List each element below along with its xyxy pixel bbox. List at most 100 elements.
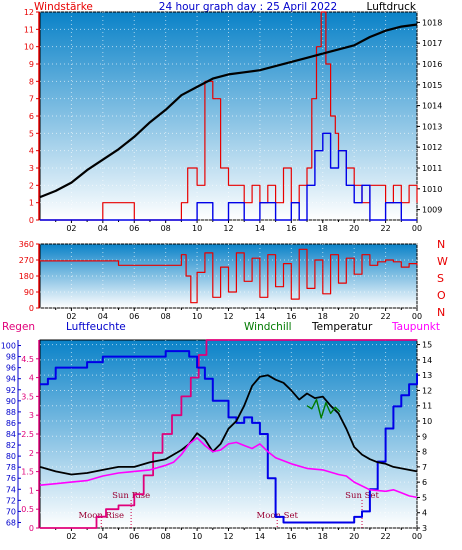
dir-xtick-label: 04 [98, 312, 108, 321]
dir-xtick-label: 10 [192, 312, 202, 321]
temp-right-tick-label: 8 [422, 448, 427, 457]
pressure-right-tick-label: 1016 [422, 60, 442, 69]
legend-luftfeuchte: Luftfeuchte [66, 321, 126, 333]
humidity-tick-label: 90 [6, 397, 16, 406]
temp-right-tick-label: 12 [422, 386, 432, 395]
wind-xtick-label: 22 [380, 224, 390, 233]
climate-xtick-label: 10 [192, 532, 202, 541]
temperature-series [39, 374, 418, 476]
wind-direction-chart: 0 90 180 270 360 02 04 06 08 10 12 14 16 18 20 22 00 [19, 240, 422, 321]
pressure-right-tick-label: 1015 [422, 81, 442, 90]
rain-series [40, 339, 417, 529]
wind-left-tick-label: 9 [29, 60, 34, 69]
legend-windchill: Windchill [244, 321, 292, 333]
rain-tick-label: 4.5 [21, 355, 34, 364]
rain-tick-label: 3 [29, 411, 34, 420]
windchill-series [306, 398, 341, 419]
dir-xtick-label: 20 [349, 312, 359, 321]
wind-left-tick-label: 6 [29, 112, 34, 121]
temp-right-tick-label: 6 [422, 478, 427, 487]
humidity-tick-label: 100 [1, 342, 16, 351]
rain-tick-label: 2 [29, 449, 34, 458]
rain-tick-label: 0 [29, 524, 34, 533]
humidity-tick-label: 84 [6, 430, 16, 439]
wind-left-tick-label: 3 [29, 164, 34, 173]
pressure-right-tick-label: 1018 [422, 18, 442, 27]
humidity-tick-label: 86 [6, 419, 16, 428]
dir-xtick-label: 18 [318, 312, 328, 321]
pressure-right-tick-label: 1011 [422, 164, 442, 173]
temp-right-tick-label: 9 [422, 432, 427, 441]
wind-left-tick-label: 1 [29, 199, 34, 208]
dir-label-s: S [437, 272, 444, 285]
wind-left-tick-label: 5 [29, 129, 34, 138]
wind-mean-series [40, 132, 417, 221]
climate-chart: 6870727476788082848688909294969810000.51… [1, 339, 432, 541]
humidity-tick-label: 98 [6, 353, 16, 362]
wind-left-tick-label: 10 [24, 43, 34, 52]
wind-xtick-label: 02 [66, 224, 76, 233]
pressure-series [39, 23, 418, 199]
wind-xtick-label: 08 [161, 224, 171, 233]
climate-xtick-label: 12 [223, 532, 233, 541]
event-marker-label: Sun Rise [112, 491, 150, 501]
wind-xtick-label: 10 [192, 224, 202, 233]
dir-label-n-top: N [437, 238, 445, 251]
climate-xtick-label: 20 [349, 532, 359, 541]
dir-xtick-label: 16 [286, 312, 296, 321]
wind-direction-series [40, 248, 418, 304]
wind-left-tick-label: 12 [24, 8, 34, 17]
dir-xtick-label: 00 [412, 312, 422, 321]
wind-left-tick-label: 8 [29, 77, 34, 86]
wind-xtick-label: 12 [223, 224, 233, 233]
humidity-tick-label: 82 [6, 441, 16, 450]
wind-xtick-label: 14 [255, 224, 265, 233]
wind-axis-title: Windstärke [34, 1, 93, 13]
dir-left-tick-label: 270 [19, 256, 34, 265]
dir-label-o: O [437, 289, 446, 302]
legend-regen: Regen [2, 321, 35, 333]
rain-tick-label: 3.5 [21, 392, 34, 401]
dir-left-tick-label: 0 [29, 304, 34, 313]
dir-label-w: W [437, 255, 448, 268]
rain-tick-label: 1 [29, 486, 34, 495]
climate-xtick-label: 14 [255, 532, 265, 541]
climate-xtick-label: 04 [98, 532, 108, 541]
climate-xtick-label: 06 [129, 532, 139, 541]
temp-right-tick-label: 13 [422, 371, 432, 380]
temp-right-tick-label: 10 [422, 417, 432, 426]
wind-left-tick-label: 7 [29, 95, 34, 104]
wind-xtick-label: 16 [286, 224, 296, 233]
climate-xtick-label: 02 [66, 532, 76, 541]
temp-right-tick-label: 4 [422, 509, 427, 518]
temp-right-tick-label: 15 [422, 341, 432, 350]
wind-left-tick-label: 11 [24, 25, 34, 34]
rain-tick-label: 2.5 [21, 430, 34, 439]
humidity-tick-label: 74 [6, 485, 16, 494]
pressure-right-tick-label: 1012 [422, 143, 442, 152]
humidity-tick-label: 88 [6, 408, 16, 417]
temp-right-tick-label: 3 [422, 524, 427, 533]
wind-xtick-label: 04 [98, 224, 108, 233]
dir-xtick-label: 14 [255, 312, 265, 321]
humidity-tick-label: 94 [6, 375, 16, 384]
temp-right-tick-label: 11 [422, 402, 432, 411]
dir-xtick-label: 12 [223, 312, 233, 321]
pressure-right-tick-label: 1017 [422, 39, 442, 48]
pressure-right-tick-label: 1014 [422, 102, 442, 111]
pressure-right-tick-label: 1010 [422, 185, 442, 194]
dewpoint-series [39, 436, 418, 499]
climate-xtick-label: 00 [412, 532, 422, 541]
wind-xtick-label: 18 [318, 224, 328, 233]
dir-left-tick-label: 180 [19, 272, 34, 281]
humidity-series [40, 350, 418, 524]
dir-xtick-label: 08 [161, 312, 171, 321]
dir-left-tick-label: 360 [19, 240, 34, 249]
pressure-right-tick-label: 1009 [422, 206, 442, 215]
legend-temperatur: Temperatur [311, 321, 373, 333]
wind-xtick-label: 06 [129, 224, 139, 233]
humidity-tick-label: 72 [6, 496, 16, 505]
humidity-tick-label: 68 [6, 518, 16, 527]
legend-taupunkt: Taupunkt [391, 321, 440, 333]
